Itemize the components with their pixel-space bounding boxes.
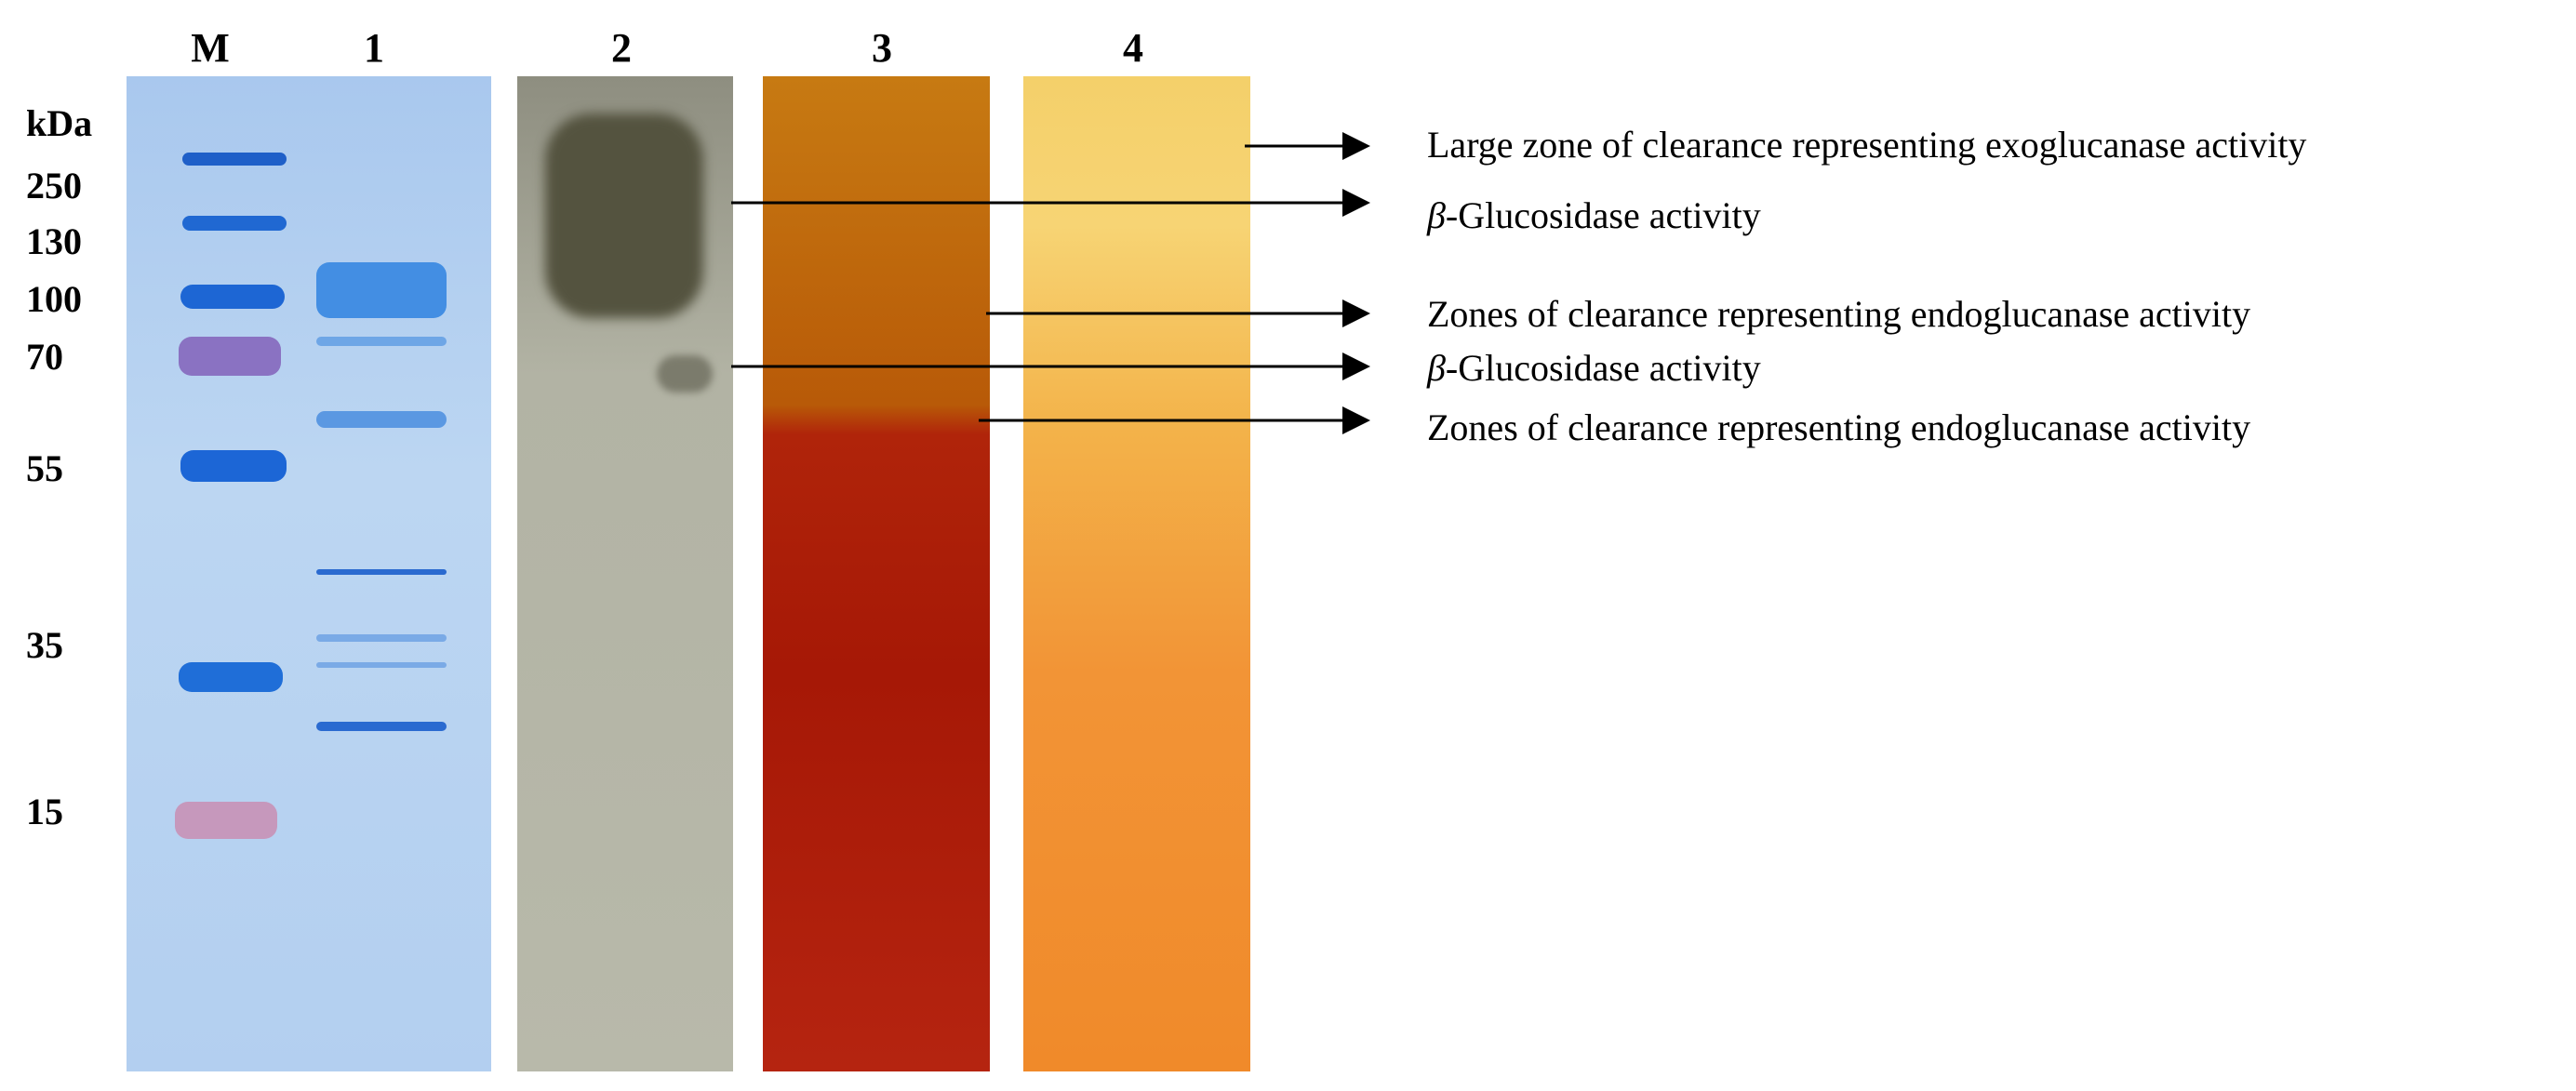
beta-glucosidase-zone-upper <box>545 113 703 318</box>
lane1-band <box>316 569 447 575</box>
ladder-size-250: 250 <box>26 165 82 206</box>
zymogram-lane-4 <box>1023 76 1250 1071</box>
zymogram-lane-3 <box>763 76 990 1071</box>
ladder-size-35: 35 <box>26 624 63 666</box>
ladder-size-130: 130 <box>26 220 82 262</box>
zymogram-lane-2 <box>517 76 733 1071</box>
marker-band-55 <box>180 450 287 482</box>
annotation-beta-glucosidase-2: β-Glucosidase activity <box>1427 347 1761 389</box>
annotation-endoglucanase-2: Zones of clearance representing endogluc… <box>1427 406 2251 448</box>
annotation-beta-glucosidase-1: β-Glucosidase activity <box>1427 194 1761 236</box>
ladder-size-15: 15 <box>26 791 63 832</box>
marker-band-100 <box>180 285 285 309</box>
ladder-size-55: 55 <box>26 447 63 489</box>
marker-band-250 <box>182 153 287 166</box>
marker-band-35 <box>179 662 283 692</box>
ladder-size-70: 70 <box>26 336 63 378</box>
marker-band-130 <box>182 216 287 231</box>
lane1-band <box>316 411 447 428</box>
lane-label-4: 4 <box>1123 25 1143 71</box>
sds-page-gel <box>127 76 491 1071</box>
beta-glucosidase-zone-lower <box>657 355 713 392</box>
lane1-band <box>316 634 447 642</box>
lane-label-1: 1 <box>364 25 384 71</box>
annotation-exoglucanase: Large zone of clearance representing exo… <box>1427 124 2307 166</box>
lane1-band <box>316 722 447 731</box>
lane-label-3: 3 <box>872 25 892 71</box>
lane-label-marker: M <box>191 25 230 71</box>
annotation-endoglucanase-1: Zones of clearance representing endogluc… <box>1427 293 2251 335</box>
lane-label-2: 2 <box>611 25 632 71</box>
marker-band-70 <box>179 337 281 376</box>
ladder-size-100: 100 <box>26 278 82 320</box>
ladder-unit-label: kDa <box>26 102 93 144</box>
lane1-band <box>316 337 447 346</box>
lane1-band <box>316 262 447 318</box>
marker-band-15 <box>175 802 277 839</box>
lane1-band <box>316 662 447 668</box>
